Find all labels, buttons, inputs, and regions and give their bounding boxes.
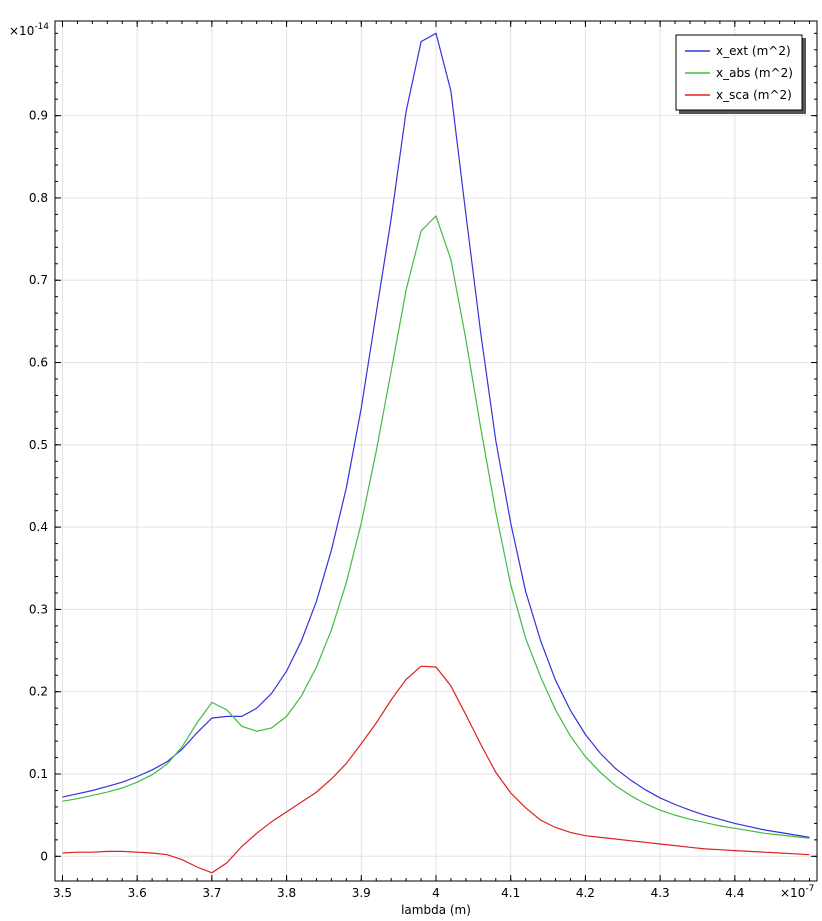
x-tick-label: 3.5 [53,886,72,900]
y-tick-label: 0.8 [29,191,48,205]
x-tick-label: 4.2 [576,886,595,900]
series-line-2 [62,665,810,874]
ticks [55,21,817,881]
legend-label: x_abs (m^2) [716,66,793,80]
x-axis-title: lambda (m) [401,903,471,917]
y-tick-label: 0.7 [29,273,48,287]
legend: x_ext (m^2) x_abs (m^2) x_sca (m^2) [675,34,806,114]
x-tick-label: 4.1 [501,886,520,900]
x-tick-label: 4.3 [651,886,670,900]
legend-label: x_sca (m^2) [716,88,792,102]
series-line-1 [62,214,810,839]
series-line-0 [62,32,810,838]
y-tick-label: 0.6 [29,356,48,370]
y-tick-labels: 0 0.1 0.2 0.3 0.4 0.5 0.6 0.7 0.8 0.9 [29,109,48,864]
y-tick-label: 0.9 [29,109,48,123]
x-tick-labels: 3.5 3.6 3.7 3.8 3.9 4 4.1 4.2 4.3 4.4 [53,886,744,900]
x-tick-label: 3.8 [277,886,296,900]
y-tick-label: 0 [40,849,48,863]
grid [55,21,817,881]
x-tick-label: 3.7 [202,886,221,900]
y-tick-label: 0.3 [29,602,48,616]
legend-label: x_ext (m^2) [716,44,791,58]
y-tick-label: 0.2 [29,685,48,699]
x-tick-label: 4 [432,886,440,900]
series-layer [62,32,810,874]
x-tick-label: 3.6 [128,886,147,900]
y-tick-label: 0.4 [29,520,48,534]
y-tick-label: 0.5 [29,438,48,452]
y-multiplier: ×10-14 [9,22,49,38]
x-multiplier: ×10-7 [780,884,814,900]
y-tick-label: 0.1 [29,767,48,781]
x-tick-label: 4.4 [725,886,744,900]
x-tick-label: 3.9 [352,886,371,900]
